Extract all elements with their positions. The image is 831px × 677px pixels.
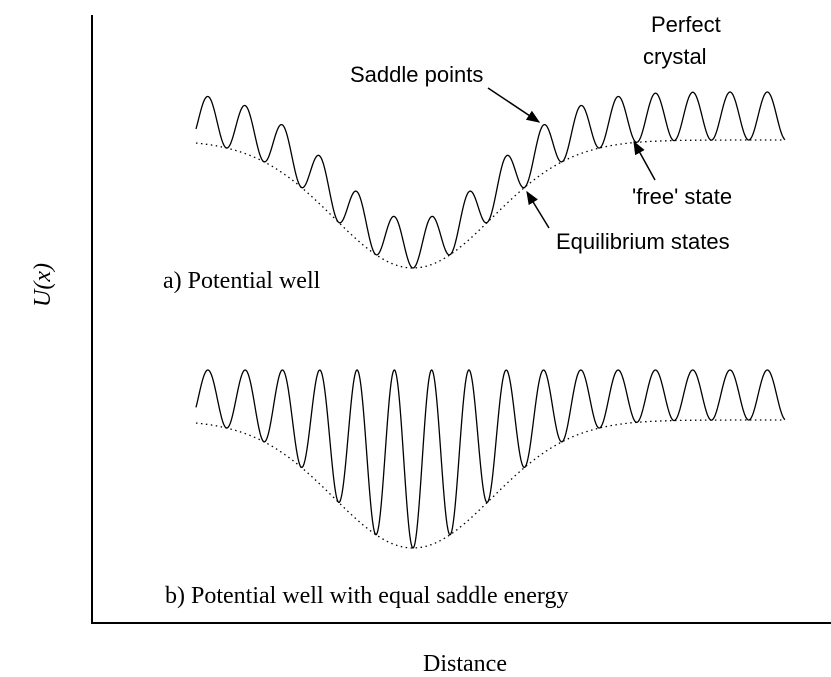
- annotation: 'free' state: [632, 184, 732, 209]
- well-envelope: [195, 139, 785, 269]
- curves: [195, 91, 786, 549]
- panel-label: b) Potential well with equal saddle ener…: [165, 583, 568, 609]
- annotation: Perfect: [651, 12, 721, 37]
- arrow: [487, 87, 541, 123]
- well-envelope: [195, 419, 785, 549]
- y-label: U(x): [30, 263, 56, 307]
- potential-curve: [195, 369, 786, 549]
- arrow: [526, 190, 550, 229]
- potential-curve: [195, 91, 786, 269]
- annotation: Equilibrium states: [556, 229, 730, 254]
- panel-label: a) Potential well: [163, 268, 321, 294]
- arrow: [633, 140, 656, 181]
- annotation: crystal: [643, 44, 707, 69]
- annotation: Saddle points: [350, 62, 483, 87]
- x-label: Distance: [423, 651, 507, 677]
